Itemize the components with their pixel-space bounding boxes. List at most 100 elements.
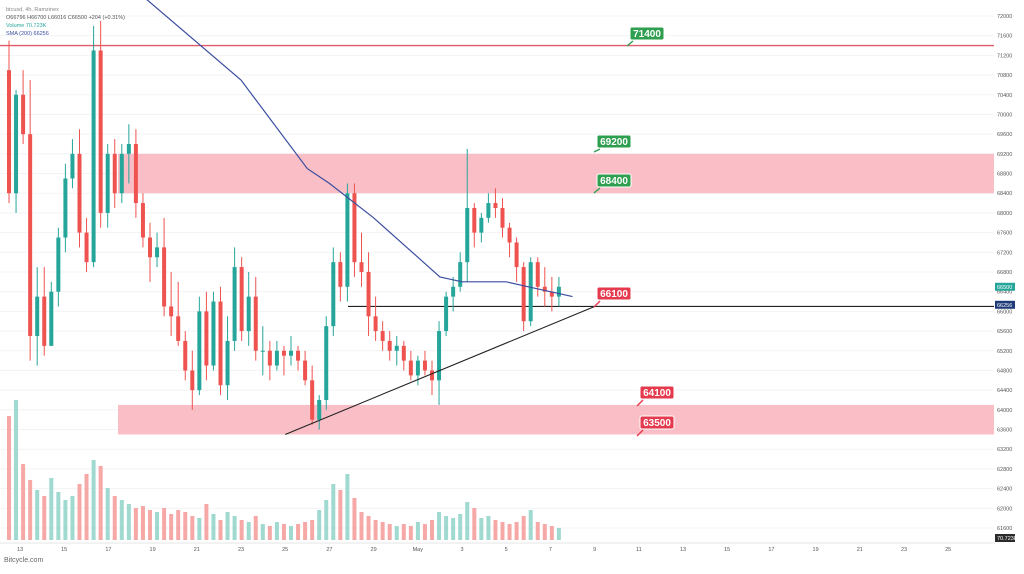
volume-bar <box>28 480 33 540</box>
volume-bar <box>352 498 357 540</box>
sma-value-label: 66256 <box>997 303 1012 309</box>
candle <box>401 340 406 371</box>
candle <box>451 276 456 312</box>
candle-body <box>218 301 223 386</box>
candle <box>105 144 110 228</box>
price-axis[interactable]: 61600 62000 62400 62800 63200 63600 64000 64400… <box>995 0 1024 548</box>
candle-body <box>345 193 350 287</box>
candle <box>458 252 463 292</box>
price-tick-label: 70400 <box>997 93 1012 99</box>
volume-bar <box>155 512 160 540</box>
candle <box>366 252 371 336</box>
candle-body <box>281 350 286 356</box>
volume-bar <box>7 416 11 540</box>
tag-box <box>596 173 632 188</box>
candle-body <box>472 208 477 233</box>
volume-bar <box>331 484 336 540</box>
level-tag-71400: 71400 <box>626 26 665 47</box>
volume-bar <box>394 526 399 540</box>
candle-body <box>507 227 512 243</box>
candle <box>415 355 420 386</box>
candle-body <box>352 193 357 263</box>
volume-bar <box>479 518 484 540</box>
tag-pointer <box>626 40 634 47</box>
volume-bar <box>296 524 301 540</box>
volume-bar <box>267 526 272 540</box>
level-tag-69200: 69200 <box>593 134 632 153</box>
candle <box>514 237 519 282</box>
volume-bar <box>63 500 68 540</box>
candle <box>465 148 470 282</box>
volume-bar <box>500 522 505 540</box>
candle-body <box>232 267 237 341</box>
time-tick-label: 13 <box>17 547 23 553</box>
price-tick-label: 67200 <box>997 250 1012 256</box>
time-tick-label: 11 <box>636 547 642 553</box>
candle-body <box>42 296 47 346</box>
candle <box>507 222 512 258</box>
tag-box <box>629 26 665 41</box>
price-tick-label: 61600 <box>997 526 1012 532</box>
volume-bar <box>239 520 244 540</box>
candle <box>148 222 152 282</box>
time-tick-label: 21 <box>857 547 863 553</box>
tag-box <box>639 385 675 400</box>
volume-bar <box>42 496 47 540</box>
candle-body <box>197 311 202 391</box>
candle <box>380 321 385 351</box>
candle-body <box>317 400 322 420</box>
price-tick-label: 66000 <box>997 309 1012 315</box>
price-tick-label: 72000 <box>997 14 1012 20</box>
candle <box>430 360 434 396</box>
time-tick-label: 3 <box>460 547 463 553</box>
time-axis[interactable]: 13 15 17 19 21 23 25 27 29 May 3 5 7 9 11 13 15 17 19 21 23 2… <box>0 542 995 553</box>
candle <box>28 80 33 361</box>
volume-bar <box>253 516 258 540</box>
candle <box>317 395 322 430</box>
candle-body <box>267 350 272 366</box>
volume-bar <box>317 510 322 540</box>
price-tick-label: 69600 <box>997 132 1012 138</box>
price-tick-label: 69200 <box>997 152 1012 158</box>
candle <box>528 257 533 327</box>
candle-body <box>373 316 378 332</box>
candle-body <box>549 291 554 297</box>
candle-body <box>70 153 75 179</box>
candle-body <box>458 262 463 287</box>
candle <box>535 257 540 297</box>
volume-bar <box>112 496 117 540</box>
candle <box>218 286 223 396</box>
candle-body <box>77 153 82 233</box>
candle <box>56 227 61 307</box>
candle-body <box>394 345 399 351</box>
candle <box>91 25 96 268</box>
volume-bar <box>458 514 463 540</box>
volume-bar <box>465 502 470 540</box>
volume-value-label: 70.723K <box>997 536 1018 542</box>
candle-body <box>204 311 209 366</box>
candle <box>63 163 68 253</box>
candle-body <box>126 144 131 154</box>
volume-bar <box>289 526 293 540</box>
volume-bar <box>105 488 110 540</box>
candle <box>345 183 350 302</box>
candle <box>176 281 181 346</box>
candle <box>126 124 131 184</box>
candle-body <box>500 208 505 228</box>
volume-bar <box>183 512 188 540</box>
time-tick-label: 7 <box>549 547 552 553</box>
tag-pointer <box>636 429 644 437</box>
candle <box>303 350 308 386</box>
candle <box>7 40 11 204</box>
volume-bar <box>176 510 181 540</box>
candle <box>42 267 47 356</box>
candle-body <box>303 360 308 381</box>
candle-body <box>556 286 561 297</box>
candle <box>246 272 251 346</box>
ascending-trendline <box>284 305 595 435</box>
volume-bar <box>366 516 371 540</box>
candle <box>225 316 230 400</box>
volume-bar <box>204 504 209 540</box>
